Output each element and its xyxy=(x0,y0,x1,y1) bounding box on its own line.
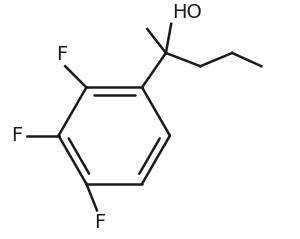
Text: F: F xyxy=(56,45,68,64)
Text: HO: HO xyxy=(172,3,203,22)
Text: F: F xyxy=(94,213,105,232)
Text: F: F xyxy=(11,126,23,145)
